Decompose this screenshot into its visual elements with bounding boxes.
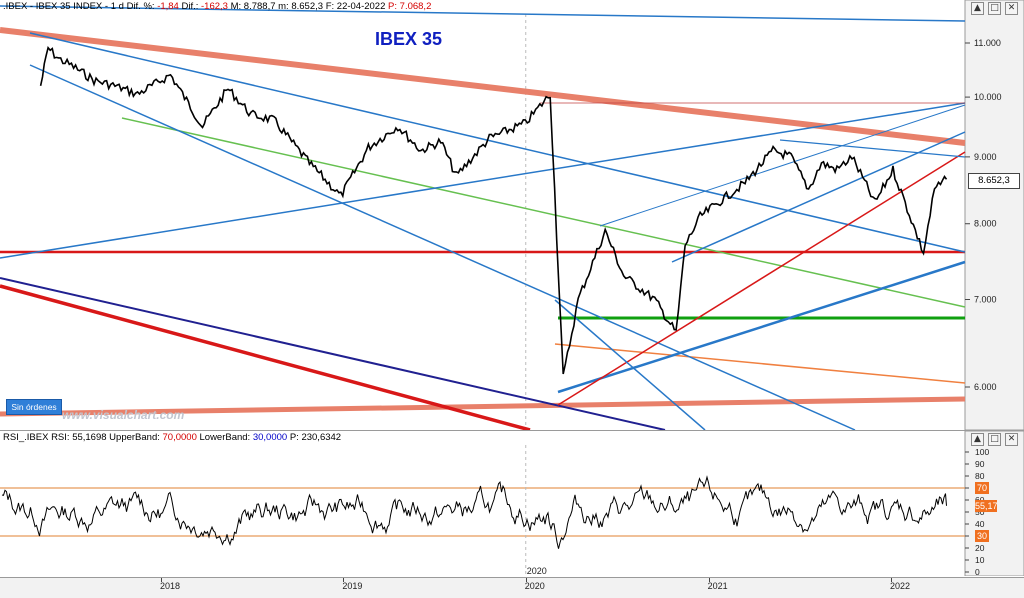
price-value: 7.068,2 [399, 1, 432, 12]
orange-thin-line [554, 343, 966, 384]
rsi-upper-badge: 70 [975, 482, 989, 494]
upper-band-value: 70,0000 [162, 432, 197, 443]
rsi-name: RSI_.IBEX [3, 432, 49, 443]
rsi-tick-label: 90 [975, 459, 985, 469]
blue-trend-line [671, 131, 966, 263]
date-tick-mark [525, 578, 527, 582]
date-tick-label: 2019 [342, 581, 363, 591]
collapse-icon[interactable]: ▲ [971, 433, 984, 446]
rsi-header: RSI_.IBEX RSI: 55,1698 UpperBand: 70,000… [3, 432, 341, 443]
red-descending-line [0, 284, 531, 430]
orders-button[interactable]: Sin órdenes [6, 399, 62, 415]
top-blue-line [0, 5, 966, 22]
blue-trend-line [0, 102, 966, 259]
rsi-series-line [1, 475, 947, 549]
maximize-icon[interactable]: □ [988, 2, 1001, 15]
last-price-tag: 8.652,3 [968, 173, 1020, 189]
year-marker-label: 2020 [527, 566, 547, 576]
blue-trend-line [779, 139, 966, 158]
date-tick-label: 2021 [707, 581, 728, 591]
date-value: 22-04-2022 [336, 1, 386, 12]
close-icon[interactable]: ✕ [1005, 433, 1018, 446]
date-label: F: [325, 1, 335, 12]
y-tick-label: 10.000 [974, 92, 1002, 102]
blue-trend-line [557, 260, 966, 394]
price-window-buttons: ▲ □ ✕ [971, 2, 1018, 15]
rsi-tick-label: 40 [975, 519, 985, 529]
support-line-thick [0, 396, 966, 417]
y-tick-label: 11.000 [974, 38, 1001, 48]
instrument-label: .IBEX - IBEX 35 INDEX - 1 d [3, 1, 124, 12]
blue-trend-line [29, 32, 966, 253]
min-label: m: [278, 1, 289, 12]
price-series-line [39, 45, 948, 375]
maximize-icon[interactable]: □ [988, 433, 1001, 446]
rsi-tick-label: 20 [975, 543, 985, 553]
y-tick-label: 6.000 [974, 382, 997, 392]
dif-pct-value: -1,84 [157, 1, 179, 12]
y-tick-label: 8.000 [974, 219, 997, 229]
dif-label: Dif.: [181, 1, 199, 12]
rsi-panel[interactable]: 10090807060504030201002020 RSI_.IBEX RSI… [0, 431, 1024, 576]
price-chart-svg[interactable]: 11.000 10.000 9.000 8.000 7.000 6.000 [0, 0, 1024, 430]
max-label: M: [230, 1, 242, 12]
min-value: 8.652,3 [291, 1, 324, 12]
rsi-value: 55,1698 [72, 432, 107, 443]
price-axis-strip [964, 0, 1024, 430]
upper-band-label: UpperBand: [109, 432, 160, 443]
rsi-tick-label: 10 [975, 555, 985, 565]
price-chart-panel[interactable]: 11.000 10.000 9.000 8.000 7.000 6.000 .IBEX -… [0, 0, 1024, 431]
price-label: P: [388, 1, 398, 12]
date-tick-mark [343, 578, 345, 582]
date-tick-label: 2020 [524, 581, 545, 591]
date-tick-label: 2018 [160, 581, 181, 591]
date-axis: 2018 2019 2020 2021 2022 [0, 577, 1024, 598]
rsi-tick-label: 100 [975, 447, 989, 457]
red-trend-line [557, 151, 966, 406]
dif-pct-label: Dif. %: [126, 1, 155, 12]
lower-band-value: 30,0000 [252, 432, 288, 443]
rsi-label: RSI: [51, 432, 70, 443]
blue-trend-line [29, 64, 856, 430]
resistance-line-thick [0, 27, 966, 146]
max-value: 8.788,7 [243, 1, 276, 12]
rsi-p-label: P: [289, 432, 299, 443]
watermark: www.visualchart.com [62, 408, 185, 422]
dif-value: -162,3 [201, 1, 228, 12]
blue-thin-trend-line [599, 104, 966, 227]
y-tick-label: 7.000 [974, 295, 997, 305]
date-tick-label: 2022 [890, 581, 911, 591]
date-tick-mark [891, 578, 892, 582]
rsi-lower-badge: 30 [975, 530, 989, 542]
date-tick-mark [161, 578, 162, 582]
rsi-chart-svg[interactable]: 10090807060504030201002020 [0, 431, 1024, 576]
blue-trend-line [554, 299, 706, 430]
rsi-tick-label: 0 [975, 567, 980, 576]
rsi-tick-label: 80 [975, 471, 985, 481]
lower-band-label: LowerBand: [199, 432, 251, 443]
rsi-tick-label: 50 [975, 507, 985, 517]
rsi-p-value: 230,6342 [301, 432, 342, 443]
rsi-window-buttons: ▲ □ ✕ [971, 433, 1018, 446]
rsi-value-badge: 55,17 [975, 500, 998, 512]
collapse-icon[interactable]: ▲ [971, 2, 984, 15]
y-tick-label: 9.000 [974, 152, 997, 162]
chart-title: IBEX 35 [375, 29, 443, 49]
price-header: .IBEX - IBEX 35 INDEX - 1 d Dif. %: -1,8… [3, 1, 431, 12]
date-tick-mark [708, 578, 710, 582]
close-icon[interactable]: ✕ [1005, 2, 1018, 15]
dark-blue-line [0, 277, 666, 430]
thin-green-line [121, 117, 966, 308]
